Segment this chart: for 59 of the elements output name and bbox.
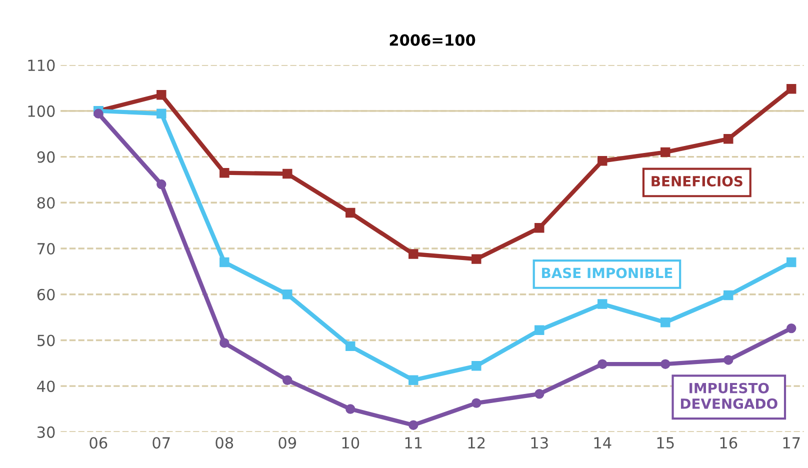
point bbox=[282, 375, 292, 385]
x-tick-label: 17 bbox=[783, 437, 800, 448]
point bbox=[220, 257, 230, 268]
point bbox=[156, 179, 166, 190]
point bbox=[724, 134, 734, 144]
series-label: BASE IMPONIBLE bbox=[542, 268, 672, 278]
point bbox=[156, 108, 166, 119]
point bbox=[282, 290, 292, 300]
point bbox=[786, 84, 796, 94]
point bbox=[786, 257, 796, 268]
y-tick-label: 30 bbox=[37, 426, 55, 438]
point bbox=[660, 147, 670, 158]
point bbox=[598, 299, 608, 309]
point bbox=[346, 208, 356, 218]
x-tick-label: 10 bbox=[342, 437, 360, 449]
y-tick-label: 100 bbox=[28, 105, 55, 117]
point bbox=[220, 338, 230, 348]
y-tick-label: 50 bbox=[37, 334, 55, 346]
point bbox=[472, 398, 482, 408]
point bbox=[408, 375, 418, 385]
series-label: BENEFICIOS bbox=[652, 176, 742, 186]
y-tick-label: 70 bbox=[38, 242, 55, 255]
point bbox=[660, 317, 670, 328]
point bbox=[724, 290, 734, 300]
point bbox=[534, 325, 544, 336]
x-tick-label: 09 bbox=[278, 437, 296, 449]
series-label: IMPUESTO DEVENGADO bbox=[680, 382, 778, 409]
y-tick-label: 40 bbox=[37, 380, 55, 392]
x-tick-label: 16 bbox=[720, 437, 738, 449]
x-tick-label: 08 bbox=[216, 437, 234, 449]
point bbox=[472, 254, 482, 264]
point bbox=[660, 359, 670, 369]
x-tick-label: 14 bbox=[594, 437, 612, 448]
point bbox=[346, 341, 356, 352]
point bbox=[408, 249, 418, 259]
point bbox=[346, 404, 356, 414]
point bbox=[786, 323, 796, 334]
y-tick-label: 110 bbox=[28, 60, 55, 72]
point bbox=[94, 108, 104, 119]
x-tick-label: 13 bbox=[531, 437, 548, 449]
y-tick-label: 80 bbox=[37, 197, 55, 209]
point bbox=[534, 223, 544, 233]
point bbox=[598, 156, 608, 166]
point bbox=[472, 361, 482, 371]
point bbox=[156, 90, 166, 100]
point bbox=[598, 359, 608, 369]
point bbox=[534, 389, 544, 399]
x-tick-label: 06 bbox=[90, 437, 108, 449]
point bbox=[220, 168, 230, 178]
chart-title: 2006=100 bbox=[390, 34, 476, 46]
x-tick-label: 12 bbox=[468, 437, 485, 448]
x-tick-label: 15 bbox=[657, 437, 674, 449]
x-tick-label: 07 bbox=[152, 437, 170, 449]
y-tick-label: 60 bbox=[37, 288, 55, 300]
x-tick-label: 11 bbox=[405, 437, 422, 448]
point bbox=[408, 420, 418, 430]
y-tick-label: 90 bbox=[37, 151, 55, 163]
point bbox=[282, 168, 292, 179]
point bbox=[724, 355, 734, 365]
